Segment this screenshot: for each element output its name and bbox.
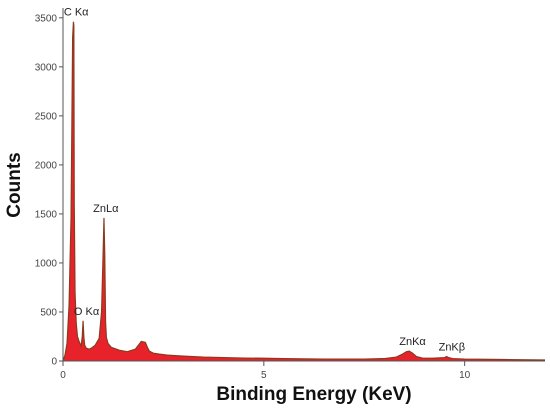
plot-area: [62, 21, 546, 362]
peak-label: O Kα: [74, 306, 100, 318]
x-tick-label: 10: [459, 370, 471, 381]
y-tick-label: 500: [40, 307, 57, 318]
peak-label: ZnKα: [399, 336, 426, 348]
spectrum-line: [62, 21, 546, 362]
y-tick-label: 2000: [35, 160, 58, 171]
y-ticks: 0 500 1000 1500 2000 2500 3000 3500: [35, 13, 63, 368]
y-axis-title: Counts: [4, 152, 25, 217]
peak-label: C Kα: [64, 7, 89, 19]
y-tick-label: 2500: [35, 111, 58, 122]
spectrum-area: [63, 21, 545, 361]
x-ticks: 0 5 10: [60, 361, 471, 381]
y-tick-label: 3500: [35, 13, 58, 24]
y-tick-label: 0: [51, 357, 57, 368]
y-tick-label: 1500: [35, 209, 58, 220]
x-tick-label: 5: [261, 370, 267, 381]
x-tick-label: 0: [60, 370, 66, 381]
x-axis-title: Binding Energy (KeV): [216, 384, 411, 405]
peak-label: ZnLα: [93, 203, 119, 215]
peak-label: ZnKβ: [439, 342, 466, 354]
y-tick-label: 1000: [35, 258, 58, 269]
y-tick-label: 3000: [35, 62, 58, 73]
peak-annotations: C Kα ZnLα O Kα ZnKα ZnKβ: [64, 7, 465, 354]
axes: [62, 8, 545, 362]
